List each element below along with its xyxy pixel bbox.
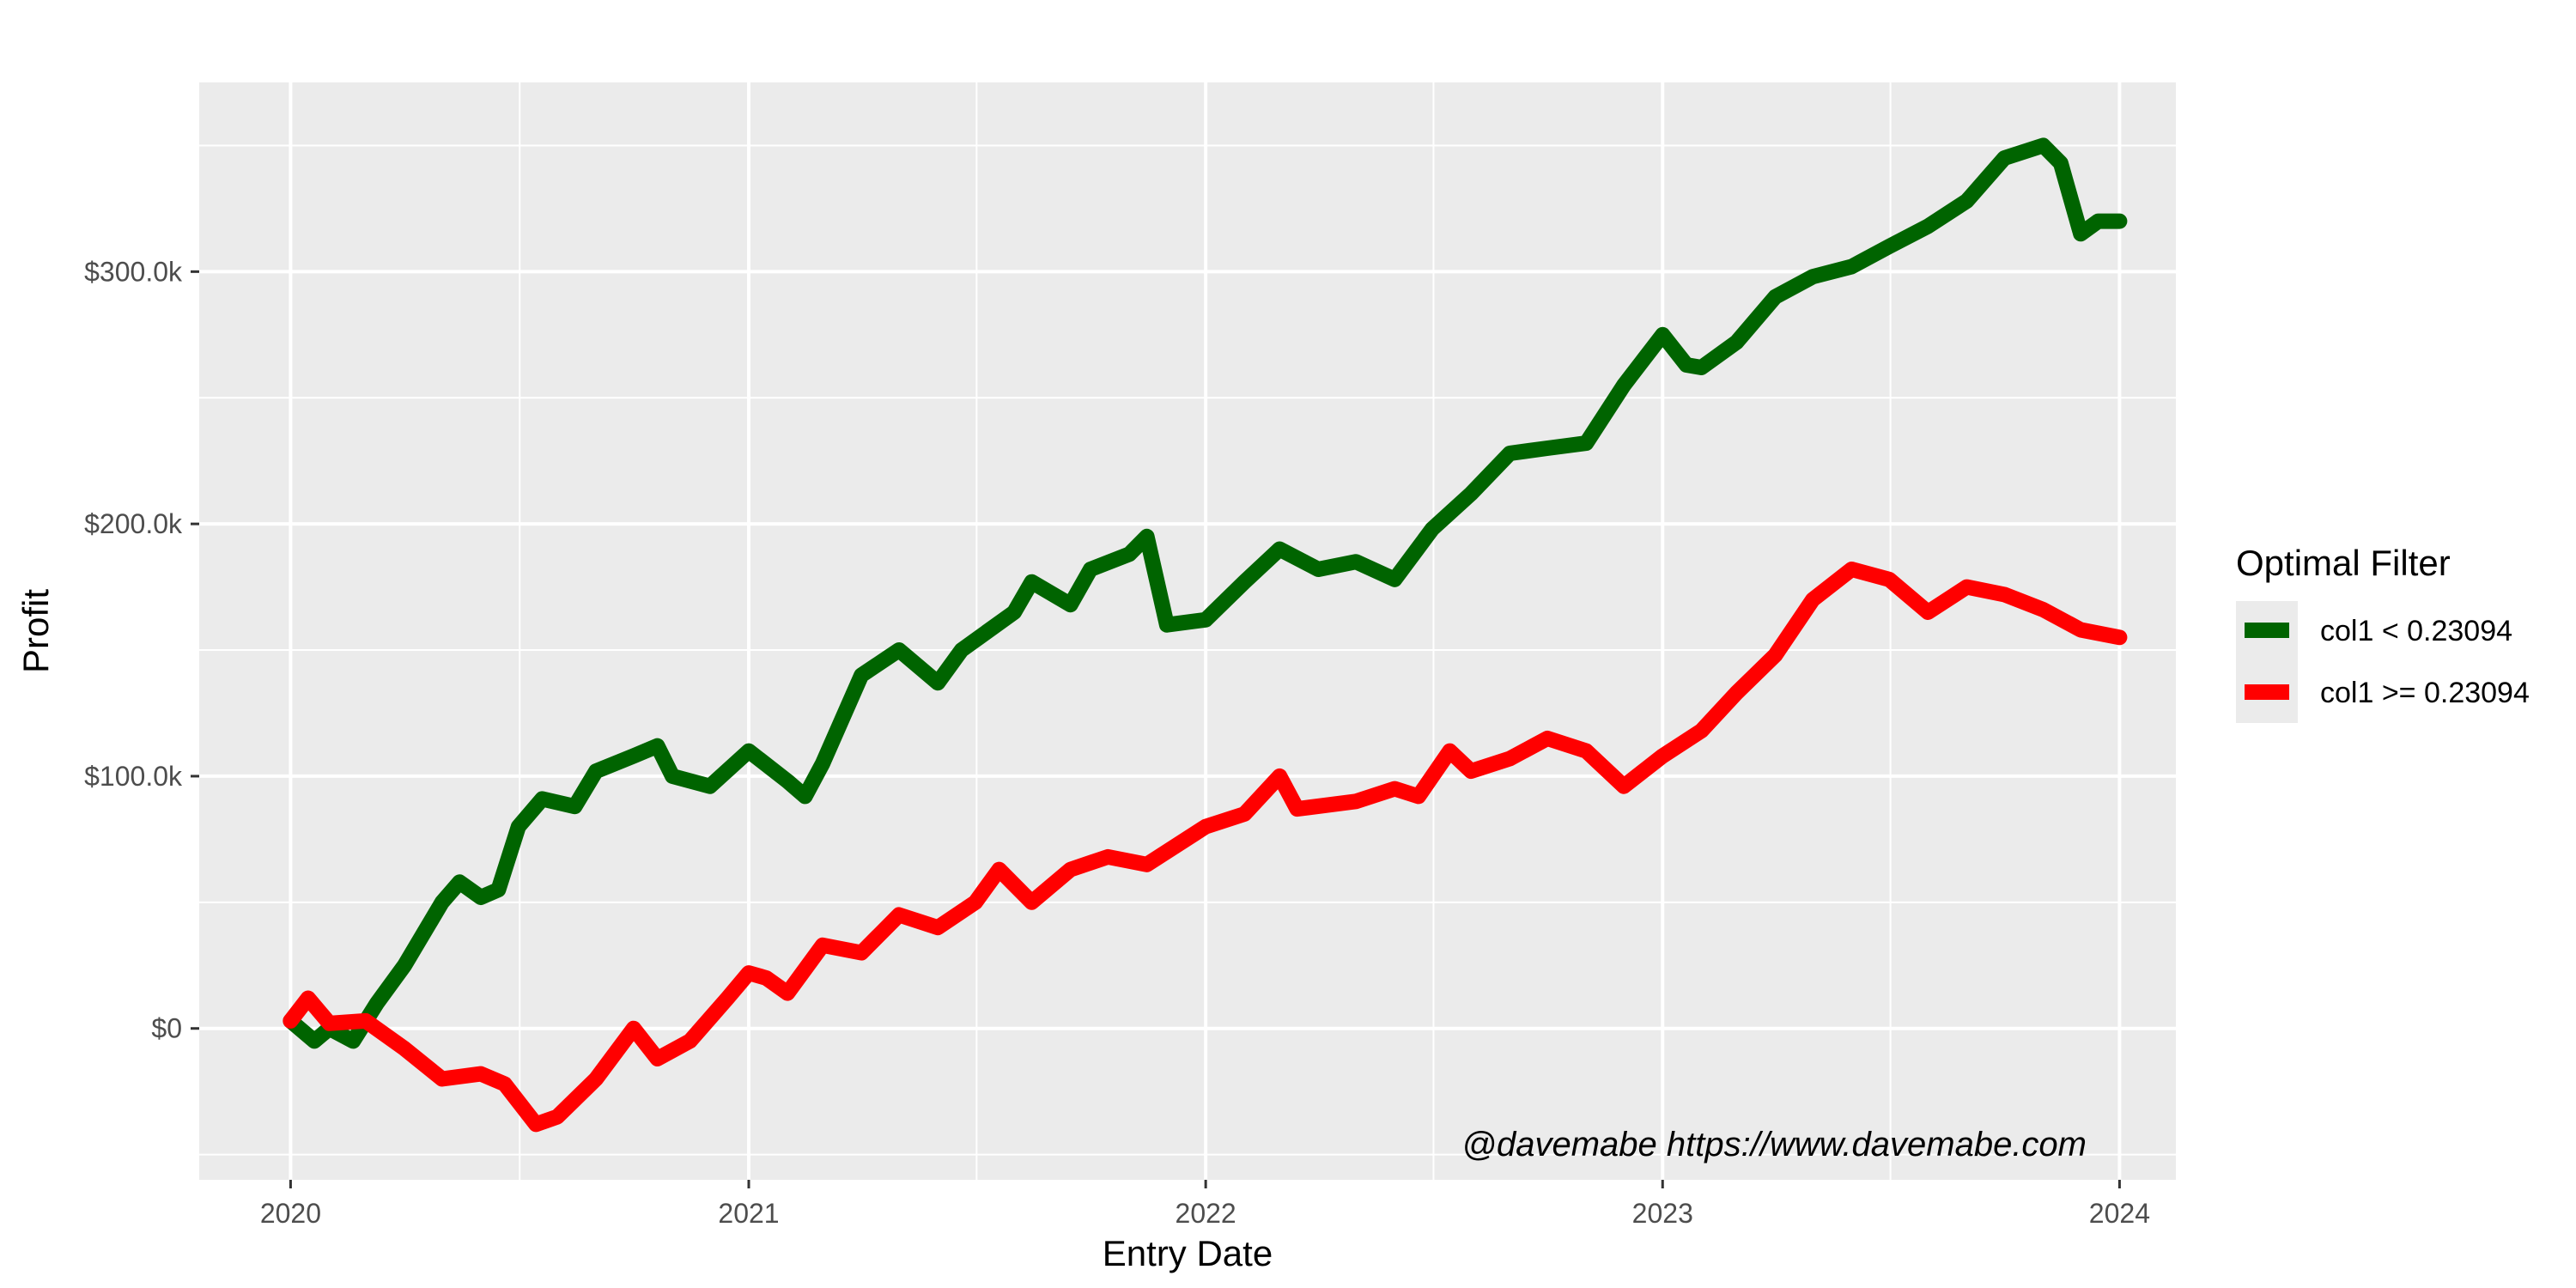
x-axis-title: Entry Date: [1103, 1233, 1273, 1273]
legend-key-bg: [2236, 601, 2298, 723]
series-line-2: [283, 562, 2128, 1133]
series-line-1: [283, 137, 2128, 1049]
x-tick-label: 2023: [1632, 1198, 1693, 1229]
legend-items: col1 < 0.23094 col1 >= 0.23094: [2245, 615, 2530, 709]
legend-title: Optimal Filter: [2236, 543, 2451, 583]
legend-label-2: col1 >= 0.23094: [2320, 677, 2530, 709]
y-axis-title: Profit: [15, 589, 56, 673]
series-lines: [283, 137, 2128, 1133]
x-tick-label: 2021: [718, 1198, 779, 1229]
x-tick-label: 2020: [260, 1198, 321, 1229]
legend: Optimal Filter col1 < 0.23094 col1 >= 0.2…: [2236, 543, 2530, 723]
x-tick-label: 2024: [2089, 1198, 2150, 1229]
y-tick-label: $300.0k: [84, 256, 183, 287]
watermark-annotation: @davemabe https://www.davemabe.com: [1461, 1126, 2087, 1163]
legend-label-1: col1 < 0.23094: [2320, 615, 2512, 647]
y-tick-label: $100.0k: [84, 761, 183, 792]
y-tick-label: $200.0k: [84, 508, 183, 539]
x-axis: 2020 2021 2022 2023 2024: [260, 1180, 2150, 1229]
y-axis: $0 $100.0k $200.0k $300.0k: [84, 256, 199, 1044]
y-tick-label: $0: [151, 1013, 182, 1044]
x-tick-label: 2022: [1176, 1198, 1236, 1229]
